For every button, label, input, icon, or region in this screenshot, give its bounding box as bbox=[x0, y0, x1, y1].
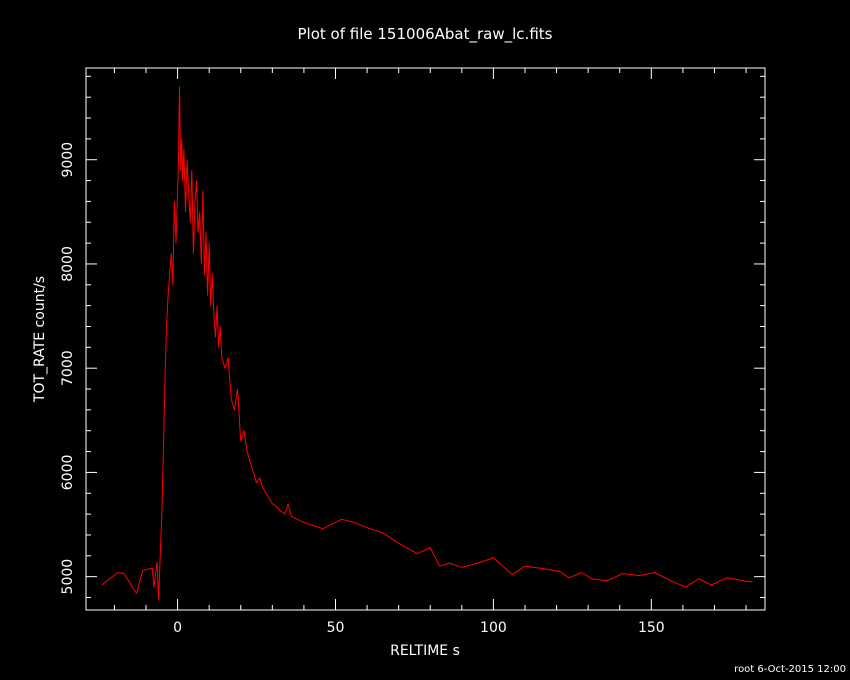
axis-ticks bbox=[86, 68, 765, 610]
x-tick-label: 100 bbox=[480, 620, 507, 636]
y-tick-label: 8000 bbox=[60, 246, 76, 282]
y-axis-title: TOT_RATE count/s bbox=[32, 276, 48, 403]
chart-title: Plot of file 151006Abat_raw_lc.fits bbox=[298, 25, 553, 44]
footer-timestamp: root 6-Oct-2015 12:00 bbox=[734, 664, 846, 675]
y-tick-label: 5000 bbox=[60, 559, 76, 595]
series-layer bbox=[101, 86, 753, 601]
x-axis-title: RELTIME s bbox=[390, 643, 460, 659]
series-line-0 bbox=[101, 86, 753, 601]
axis-tick-labels: 0 50 100 150 5000 6000 7000 8000 9000 bbox=[60, 142, 665, 636]
y-tick-label: 7000 bbox=[60, 350, 76, 386]
plot-frame bbox=[85, 67, 766, 611]
x-tick-label: 0 bbox=[173, 620, 182, 636]
y-tick-label: 9000 bbox=[60, 142, 76, 178]
x-tick-label: 150 bbox=[638, 620, 665, 636]
y-tick-label: 6000 bbox=[60, 455, 76, 491]
x-tick-label: 50 bbox=[327, 620, 345, 636]
